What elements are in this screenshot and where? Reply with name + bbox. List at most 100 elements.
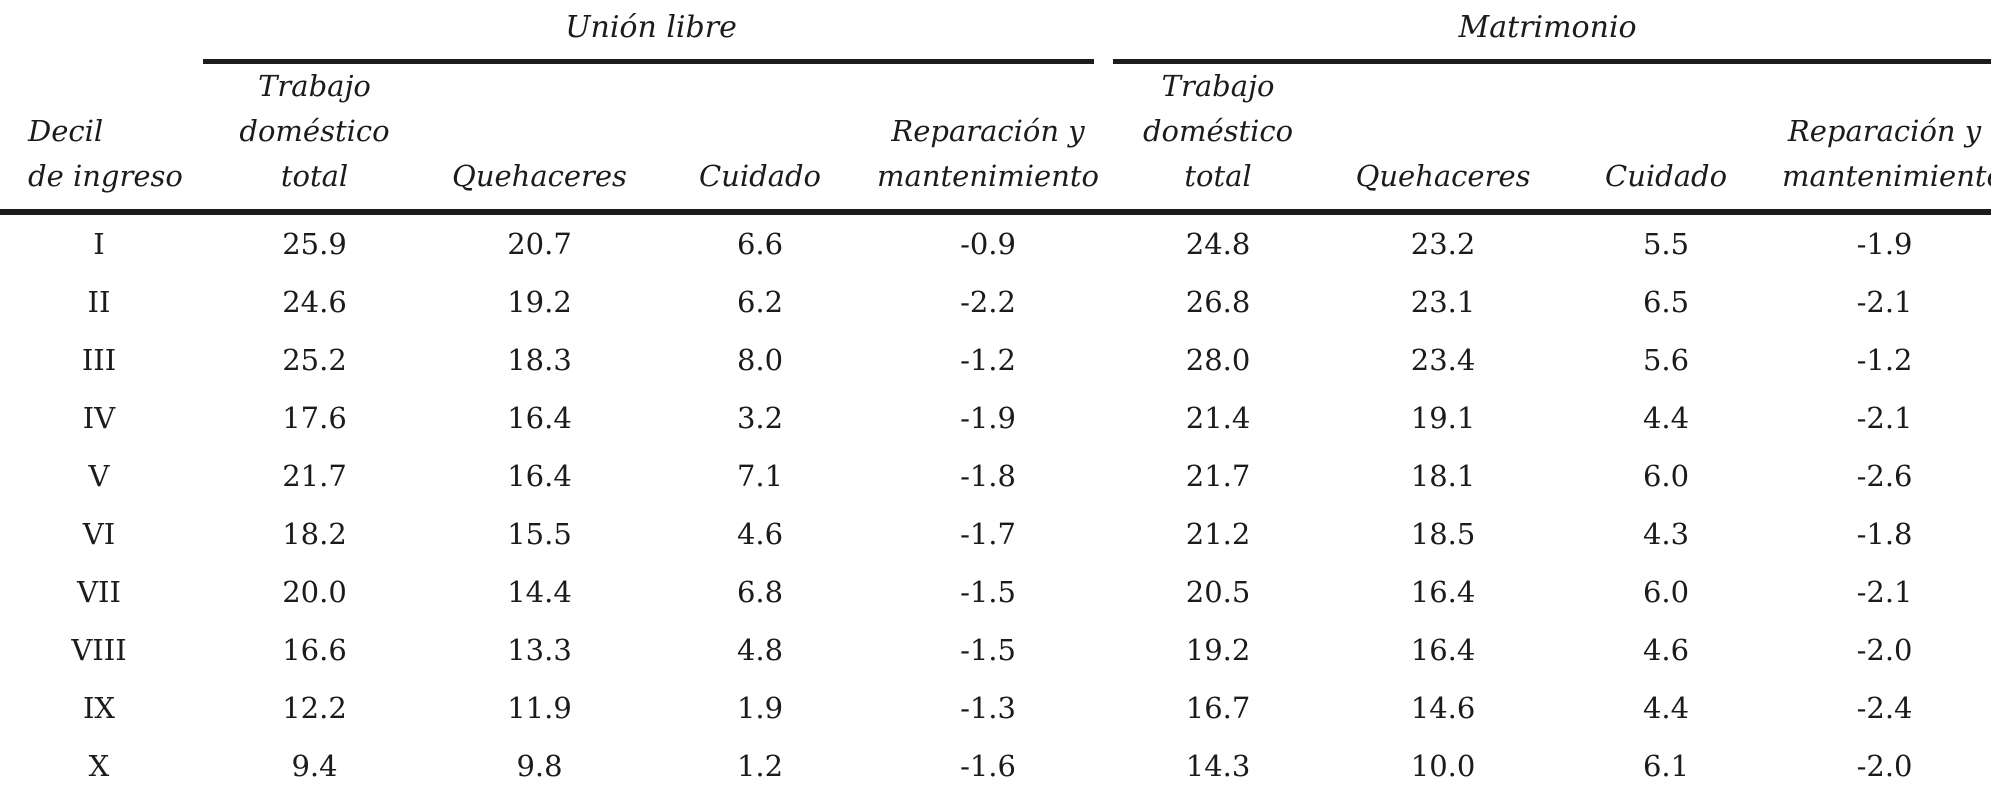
data-cell: 16.6 [282,632,347,667]
header-line2: mantenimiento [877,158,1099,193]
row-label: I [93,226,105,261]
row-label: IX [82,690,116,725]
data-cell: -2.1 [1856,400,1913,435]
data-cell: 16.4 [507,458,572,493]
header-line1: Cuidado [698,158,822,193]
data-cell: 17.4 [1332,795,1554,810]
table-body: I 25.9 20.7 6.6 -0.9 24.8 23.2 5.5 -1.9 II 24.6 19.… [0,212,1991,810]
column-header-ma-reparacion-mantenimiento: Reparación y mantenimiento [1778,64,1991,215]
data-cell: 6.5 [1642,284,1690,319]
header-line2: doméstico total [1142,113,1294,193]
column-header-row: Decil de ingreso Trabajo doméstico total… [0,64,1991,215]
header-line1: Reparación y [891,113,1085,148]
data-cell: 21.7 [1185,458,1251,493]
data-cell: -1.9 [1856,226,1913,261]
data-cell: -2.2 [960,284,1016,319]
table-row: VII 20.0 14.4 6.8 -1.5 20.5 16.4 6.0 -2.1 [0,563,1991,621]
table-row: VI 18.2 15.5 4.6 -1.7 21.2 18.5 4.3 -1.8 [0,505,1991,563]
data-cell: 5.6 [1642,342,1690,377]
data-cell: -2.1 [1856,284,1913,319]
column-header-decil-de-ingreso: Decil de ingreso [0,64,198,215]
data-cell: 20.5 [1185,574,1251,609]
data-cell: 7.1 [736,458,784,493]
data-cell: 14.3 [1185,748,1251,783]
data-cell: 19.2 [198,795,431,810]
data-cell: 25.9 [282,226,347,261]
data-cell: 4.8 [736,632,784,667]
data-cell: 18.1 [1410,458,1476,493]
data-cell: -1.6 [872,795,1104,810]
data-cell: -1.5 [960,632,1016,667]
data-cell: -1.3 [960,690,1016,725]
data-cell: 6.2 [736,284,784,319]
stub-header-line2: de ingreso [28,158,183,193]
data-cell: 10.0 [1410,748,1476,783]
data-cell: -2.1 [1856,574,1913,609]
data-cell: 18.3 [507,342,572,377]
header-line2: mantenimiento [1782,158,1991,193]
data-cell: 14.6 [1410,690,1476,725]
data-cell: 13.3 [507,632,572,667]
header-line1: Trabajo [258,69,371,103]
table-row: I 25.9 20.7 6.6 -0.9 24.8 23.2 5.5 -1.9 [0,212,1991,273]
data-cell: -2.0 [1856,748,1913,783]
data-cell: 6.0 [1642,458,1690,493]
data-cell: 26.8 [1185,284,1251,319]
group-label-matrimonio: Matrimonio [1458,10,1637,45]
data-cell: -2.6 [1856,458,1913,493]
table-row: II 24.6 19.2 6.2 -2.2 26.8 23.1 6.5 -2.1 [0,273,1991,331]
column-header-ma-trabajo-domestico-total: Trabajo doméstico total [1104,64,1333,215]
data-cell: 5.1 [648,795,872,810]
table-row: X 9.4 9.8 1.2 -1.6 14.3 10.0 6.1 -2.0 [0,737,1991,795]
data-cell: 15.5 [507,516,572,551]
header-line1: Trabajo [1161,69,1275,103]
data-cell: 20.6 [1104,795,1332,810]
data-cell: 4.4 [1642,400,1690,435]
row-label: Total [0,795,198,810]
data-cell: 20.7 [507,226,572,261]
row-label: VII [77,574,121,609]
header-line1: Cuidado [1605,158,1728,193]
header-line2: doméstico total [239,113,390,193]
row-label: VIII [71,632,127,667]
row-label: II [87,284,111,319]
data-cell: -0.9 [960,226,1016,261]
data-cell: -1.6 [960,748,1016,783]
data-cell: -1.7 [960,516,1016,551]
data-cell: 16.7 [1185,690,1251,725]
column-header-ul-reparacion-mantenimiento: Reparación y mantenimiento [872,64,1105,215]
data-cell: 15.6 [431,795,648,810]
data-cell: 3.2 [736,400,784,435]
table-row: V 21.7 16.4 7.1 -1.8 21.7 18.1 6.0 -2.6 [0,447,1991,505]
group-rule-union-libre [203,59,1095,64]
column-header-ul-trabajo-domestico-total: Trabajo doméstico total [198,64,431,215]
stub-header-line1: Decil [28,113,104,148]
data-cell: 8.0 [736,342,784,377]
data-cell: 16.4 [507,400,572,435]
data-cell: 17.6 [282,400,347,435]
column-header-ul-quehaceres: Quehaceres [431,64,648,215]
data-cell: 4.6 [736,516,784,551]
data-cell: -1.5 [960,574,1016,609]
table-row: VIII 16.6 13.3 4.8 -1.5 19.2 16.4 4.6 -2.0 [0,621,1991,679]
row-label: IV [82,400,116,435]
group-header-union-libre: Unión libre [198,0,1104,64]
data-cell: 21.4 [1185,400,1251,435]
data-cell: 4.3 [1642,516,1690,551]
data-cell: 6.1 [1642,748,1690,783]
data-cell: 6.0 [1642,574,1690,609]
data-cell: 25.2 [282,342,347,377]
table-row: III 25.2 18.3 8.0 -1.2 28.0 23.4 5.6 -1.2 [0,331,1991,389]
data-cell: -1.8 [960,458,1016,493]
data-cell: -1.9 [960,400,1016,435]
data-cell: 16.4 [1410,632,1476,667]
row-label: III [81,342,117,377]
header-line1: Reparación y [1787,113,1982,148]
data-cell: 16.4 [1410,574,1476,609]
data-cell: 9.4 [291,748,338,783]
data-cell: 18.5 [1410,516,1476,551]
header-line1: Quehaceres [452,158,627,193]
data-cell: 21.2 [1185,516,1251,551]
group-header-row: Unión libre Matrimonio [0,0,1991,64]
